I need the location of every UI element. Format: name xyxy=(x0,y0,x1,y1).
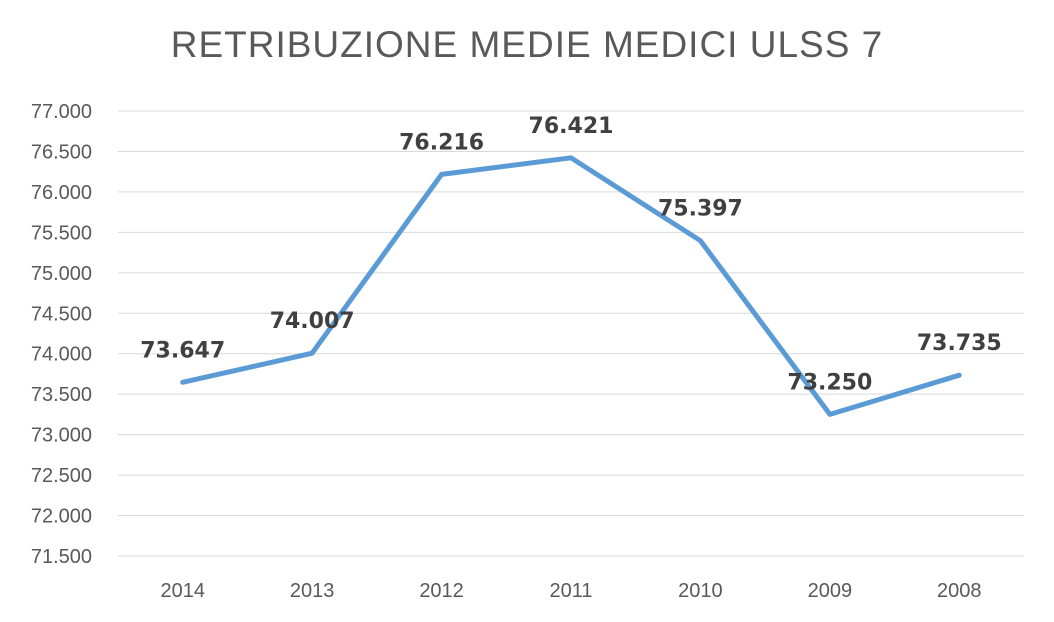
y-tick-label: 74.000 xyxy=(31,344,92,366)
y-tick-label: 75.500 xyxy=(31,222,92,244)
data-label: 73.735 xyxy=(917,331,1002,356)
data-label: 76.421 xyxy=(529,114,614,139)
data-label: 73.647 xyxy=(140,338,225,363)
x-tick-label: 2013 xyxy=(290,580,335,602)
y-tick-label: 77.000 xyxy=(31,101,92,123)
data-label: 76.216 xyxy=(399,130,484,155)
x-tick-label: 2008 xyxy=(937,580,982,602)
y-tick-label: 72.500 xyxy=(31,465,92,487)
data-label: 74.007 xyxy=(270,309,355,334)
y-tick-label: 76.500 xyxy=(31,141,92,163)
x-tick-label: 2010 xyxy=(678,580,723,602)
x-tick-label: 2012 xyxy=(419,580,464,602)
x-tick-label: 2011 xyxy=(549,580,592,602)
y-tick-label: 73.500 xyxy=(31,384,92,406)
y-tick-label: 73.000 xyxy=(31,425,92,447)
y-tick-label: 74.500 xyxy=(31,303,92,325)
y-tick-label: 72.000 xyxy=(31,506,92,528)
y-tick-label: 76.000 xyxy=(31,182,92,204)
y-tick-label: 71.500 xyxy=(31,546,92,568)
x-tick-label: 2014 xyxy=(160,580,205,602)
data-label: 73.250 xyxy=(787,370,872,395)
chart-title: RETRIBUZIONE MEDIE MEDICI ULSS 7 xyxy=(170,24,884,65)
y-tick-label: 75.000 xyxy=(31,263,92,285)
data-label: 75.397 xyxy=(658,197,743,222)
x-tick-label: 2009 xyxy=(808,580,853,602)
